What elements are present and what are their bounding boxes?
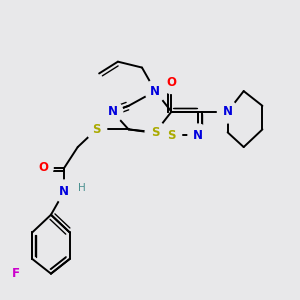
Circle shape [102,100,123,123]
Text: S: S [92,123,101,136]
Circle shape [218,100,238,123]
Circle shape [33,157,53,179]
Text: F: F [12,267,20,280]
Text: N: N [59,185,69,198]
Circle shape [161,71,182,94]
Text: N: N [193,129,203,142]
Circle shape [145,80,166,102]
Text: N: N [223,105,232,118]
Circle shape [161,124,182,146]
Circle shape [54,180,74,203]
Text: S: S [151,126,160,139]
Circle shape [145,121,166,143]
Text: N: N [150,85,161,98]
Text: O: O [167,76,176,89]
Text: S: S [167,129,176,142]
Circle shape [86,118,106,141]
Circle shape [6,262,26,285]
Circle shape [188,124,208,146]
Text: O: O [38,161,48,174]
Text: H: H [78,183,86,193]
Text: N: N [107,105,118,118]
